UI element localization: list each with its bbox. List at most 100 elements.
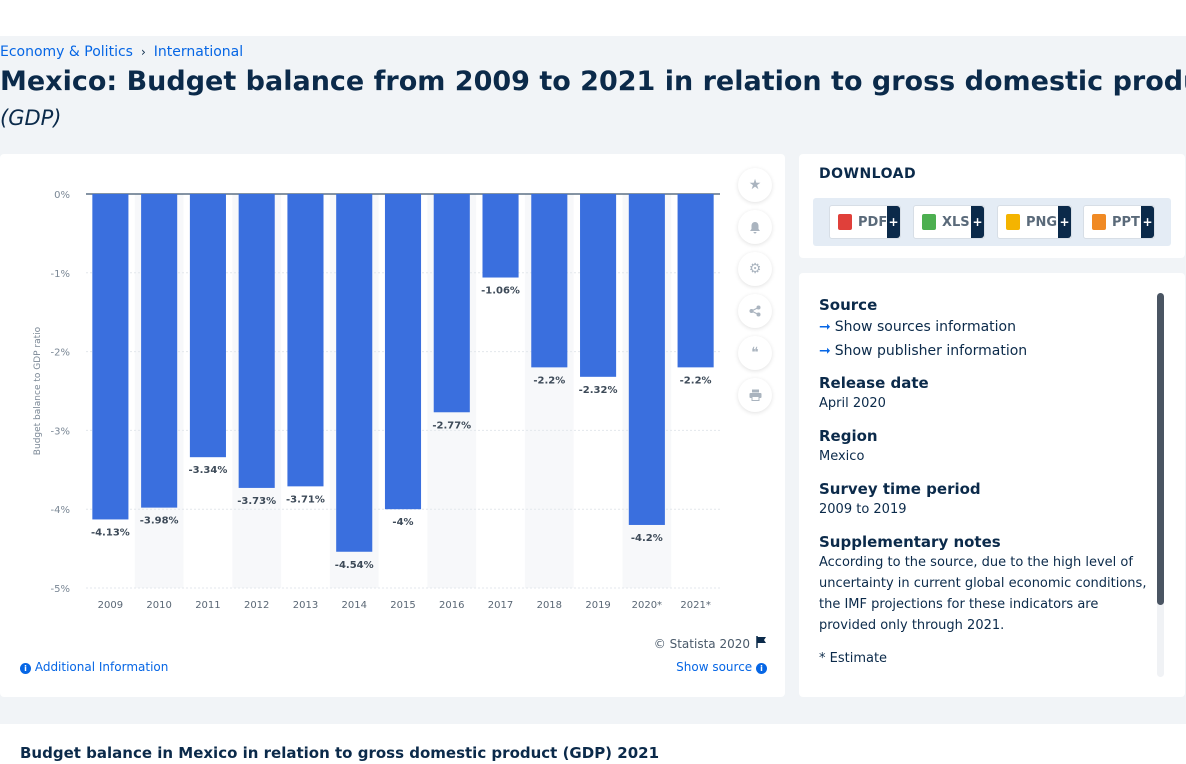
notes-heading: Supplementary notes (819, 533, 1001, 551)
region-value: Mexico (819, 449, 865, 464)
pdf-file-icon (838, 214, 852, 230)
x-tick-label: 2017 (488, 600, 513, 611)
bar-chart: 0% -1% -2% -3% -4% -5% Budget balance to GDP r… (33, 190, 720, 611)
bar (433, 194, 470, 413)
plus-icon: + (1141, 206, 1154, 238)
xls-file-icon (922, 214, 936, 230)
x-tick-label: 2010 (146, 600, 171, 611)
page-title: Mexico: Budget balance from 2009 to 2021… (0, 66, 1186, 97)
data-label: -3.34% (189, 465, 228, 476)
info-icon: i (756, 663, 767, 674)
print-icon[interactable] (738, 378, 772, 412)
additional-information-link[interactable]: i Additional Information (20, 660, 168, 674)
estimate-note: * Estimate (819, 651, 888, 666)
data-label: -4.13% (91, 527, 130, 538)
breadcrumb: Economy & Politics › International (0, 44, 243, 60)
download-xls-button[interactable]: XLS + (913, 205, 985, 239)
y-axis-label: Budget balance to GDP ratio (33, 326, 43, 455)
download-pdf-button[interactable]: PDF + (829, 205, 901, 239)
data-label: -2.32% (579, 385, 618, 396)
share-icon[interactable] (738, 294, 772, 328)
source-card: Source ➞ Show sources information ➞ Show p… (799, 273, 1185, 697)
download-png-button[interactable]: PNG + (997, 205, 1072, 239)
data-label: -4.2% (631, 533, 663, 544)
x-tick-label: 2021* (680, 600, 710, 611)
x-tick-label: 2014 (342, 600, 367, 611)
data-label: -3.98% (140, 516, 179, 527)
show-sources-label: Show sources information (834, 319, 1016, 335)
bar (384, 194, 422, 510)
gear-icon[interactable]: ⚙ (738, 252, 772, 286)
y-tick-label: 0% (54, 190, 70, 201)
survey-value: 2009 to 2019 (819, 502, 907, 517)
download-ppt-label: PPT (1112, 214, 1140, 230)
region-heading: Region (819, 427, 878, 445)
top-bar (0, 0, 1186, 36)
source-scrollbar[interactable] (1157, 293, 1164, 677)
show-source-label: Show source (676, 660, 753, 674)
download-pdf-label: PDF (858, 214, 888, 230)
bar (677, 194, 714, 368)
chevron-right-icon: › (140, 45, 146, 59)
x-tick-label: 2015 (390, 600, 415, 611)
chart-card: 0% -1% -2% -3% -4% -5% Budget balance to GDP r… (0, 154, 785, 697)
y-tick-label: -5% (51, 584, 70, 595)
y-tick-label: -2% (51, 348, 70, 359)
quote-icon[interactable]: ❝ (738, 336, 772, 370)
show-publisher-link[interactable]: ➞ Show publisher information (819, 339, 1149, 363)
data-label: -4% (392, 517, 413, 528)
plus-icon: + (971, 206, 984, 238)
release-heading: Release date (819, 374, 929, 392)
flag-icon[interactable] (756, 636, 767, 651)
breadcrumb-international-link[interactable]: International (153, 44, 244, 60)
source-content: Source ➞ Show sources information ➞ Show p… (819, 295, 1149, 681)
show-source-link[interactable]: Show source i (676, 660, 767, 674)
png-file-icon (1006, 214, 1020, 230)
y-tick-label: -3% (51, 426, 70, 437)
bar (287, 194, 324, 487)
additional-information-label: Additional Information (34, 660, 169, 674)
breadcrumb-economy-link[interactable]: Economy & Politics (0, 44, 133, 60)
source-heading: Source (819, 296, 878, 314)
x-tick-label: 2013 (293, 600, 318, 611)
x-tick-label: 2016 (439, 600, 464, 611)
bar (92, 194, 129, 520)
arrow-right-icon: ➞ (819, 319, 831, 335)
chart-copyright: © Statista 2020 (654, 636, 767, 651)
data-label: -2.2% (533, 375, 565, 386)
page-subtitle: (GDP) (0, 106, 62, 130)
copyright-text: © Statista 2020 (653, 636, 750, 651)
ppt-file-icon (1092, 214, 1106, 230)
notes-value: According to the source, due to the high… (819, 555, 1147, 633)
bar (482, 194, 519, 278)
bar (628, 194, 665, 525)
data-label: -3.73% (237, 496, 276, 507)
bell-icon[interactable] (738, 210, 772, 244)
show-sources-link[interactable]: ➞ Show sources information (819, 315, 1149, 339)
x-tick-label: 2012 (244, 600, 269, 611)
bar (580, 194, 617, 377)
plus-icon: + (1058, 206, 1071, 238)
data-label: -1.06% (481, 286, 520, 297)
y-tick-label: -4% (51, 505, 70, 516)
plus-icon: + (887, 206, 900, 238)
x-tick-label: 2009 (98, 600, 123, 611)
download-title: DOWNLOAD (819, 166, 917, 182)
data-label: -2.2% (680, 375, 712, 386)
related-statistic-card: Budget balance in Mexico in relation to … (0, 724, 1186, 764)
x-tick-label: 2011 (195, 600, 220, 611)
download-card: DOWNLOAD PDF + XLS + PNG + PPT + (799, 154, 1185, 258)
download-buttons: PDF + XLS + PNG + PPT + (813, 198, 1171, 246)
star-icon[interactable]: ★ (738, 168, 772, 202)
survey-heading: Survey time period (819, 480, 981, 498)
data-label: -4.54% (335, 560, 374, 571)
y-tick-label: -1% (51, 269, 70, 280)
source-scrollbar-thumb[interactable] (1157, 293, 1164, 605)
info-icon: i (20, 663, 31, 674)
bar (336, 194, 373, 552)
release-value: April 2020 (819, 396, 886, 411)
x-tick-label: 2020* (632, 600, 662, 611)
download-png-label: PNG (1026, 214, 1058, 230)
download-ppt-button[interactable]: PPT + (1083, 205, 1155, 239)
x-tick-label: 2018 (537, 600, 562, 611)
